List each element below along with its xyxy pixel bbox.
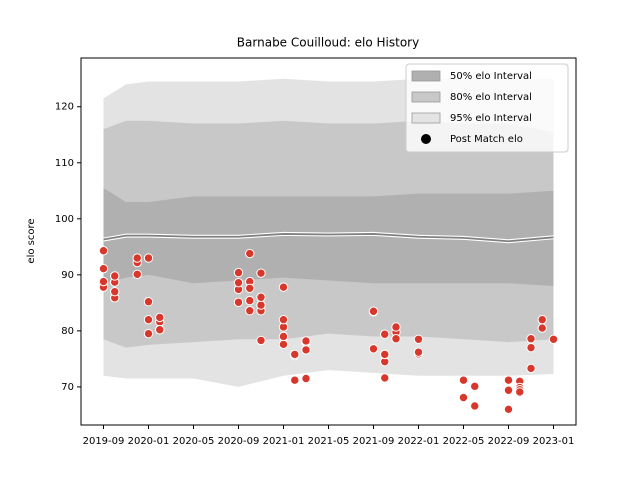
x-tick-label: 2020-01 [128,436,170,447]
point [548,334,559,344]
point [537,323,547,333]
point [368,306,379,316]
point [155,325,165,335]
point [526,342,536,353]
point [143,297,154,307]
legend-swatch [411,91,441,103]
legend-label: 80% elo Interval [450,92,532,103]
point [155,312,165,323]
chart-title: Barnabe Couilloud: elo History [237,36,419,50]
point [98,263,109,274]
point [143,253,154,263]
y-tick-label: 90 [61,270,74,281]
point [301,336,311,346]
point [278,314,289,325]
x-tick-label: 2021-05 [308,436,350,447]
point [245,295,255,306]
interval-band [103,187,554,287]
point [380,329,390,339]
x-tick-label: 2019-09 [83,436,125,447]
point [368,344,379,354]
point [290,349,300,360]
point [301,345,311,355]
point [380,373,390,383]
point [256,300,266,310]
point [256,292,266,302]
point [256,335,266,346]
x-tick-label: 2020-05 [173,436,215,447]
point [256,268,266,278]
legend-marker [421,134,431,144]
x-tick-label: 2022-01 [398,436,440,447]
legend-box [405,63,569,153]
y-tick-label: 120 [55,102,74,113]
point [143,314,154,325]
point [278,339,289,350]
point [110,286,120,297]
point [458,392,469,403]
y-tick-label: 80 [61,326,74,337]
point [526,363,536,374]
point [245,305,255,316]
legend-label: 50% elo Interval [450,71,532,82]
point [290,375,300,385]
x-tick-label: 2020-09 [218,436,260,447]
point [98,246,109,256]
legend-swatch [411,70,441,82]
point [233,277,244,288]
point [503,375,514,385]
legend-label: Post Match elo [450,134,523,145]
y-axis-label: elo score [26,218,37,263]
legend-swatch [411,112,441,124]
point [110,271,120,281]
y-tick-label: 100 [55,214,74,225]
point [301,373,311,384]
point [132,269,142,279]
point [98,276,109,287]
point [380,349,390,360]
mean-line [103,233,554,243]
point [245,283,255,293]
y-tick-label: 70 [61,382,74,393]
point [413,347,424,357]
point [503,385,514,395]
point [470,381,480,392]
point [526,334,536,344]
legend-label: 95% elo Interval [450,113,532,124]
point [458,375,469,385]
point [233,297,244,307]
x-tick-label: 2021-09 [353,436,395,447]
point [503,404,514,415]
point [132,253,142,263]
x-tick-label: 2021-01 [263,436,305,447]
point [515,387,525,397]
point [278,282,289,292]
x-tick-label: 2023-01 [533,436,575,447]
x-tick-label: 2022-09 [488,436,530,447]
point [391,334,401,344]
point [470,401,480,411]
x-tick-label: 2022-05 [443,436,485,447]
point [143,328,154,339]
y-tick-label: 110 [55,158,74,169]
point [537,314,547,325]
point [278,331,289,342]
point [233,267,244,278]
point [413,334,424,344]
point [391,322,401,332]
point [245,248,255,259]
